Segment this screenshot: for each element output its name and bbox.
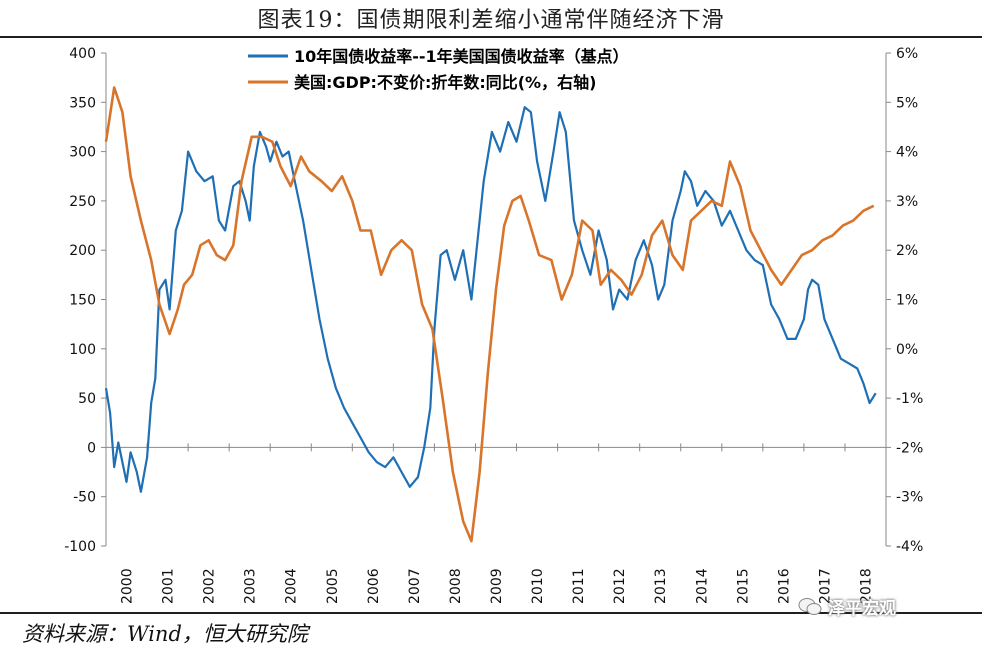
chart-lines	[104, 86, 877, 543]
right-tick-label: 3%	[896, 194, 918, 210]
right-tick-label: 2%	[896, 243, 918, 259]
left-tick-label: 300	[69, 145, 96, 161]
right-tick-label: -3%	[896, 490, 923, 506]
right-tick-label: -4%	[896, 539, 923, 555]
right-tick-label: 5%	[896, 95, 918, 111]
wechat-icon	[798, 597, 822, 615]
right-tick-label: -1%	[896, 391, 923, 407]
x-tick-label: 2017	[817, 568, 833, 604]
x-tick-label: 2012	[612, 568, 628, 604]
source-divider	[0, 612, 982, 614]
chart-legend: 10年国债收益率--1年美国国债收益率（基点） 美国:GDP:不变价:折年数:同…	[248, 47, 629, 92]
left-tick-label: 100	[69, 342, 96, 358]
legend-label-gdp: 美国:GDP:不变价:折年数:同比(%，右轴)	[294, 73, 596, 92]
left-tick-label: 400	[69, 46, 96, 62]
left-tick-label: 50	[78, 391, 96, 407]
left-tick-label: 0	[87, 440, 96, 456]
series-line-gdp	[104, 86, 875, 543]
right-tick-label: 4%	[896, 145, 918, 161]
x-tick-label: 2018	[858, 568, 874, 604]
x-tick-label: 2013	[653, 568, 669, 604]
source-note: 资料来源：Wind，恒大研究院	[22, 622, 308, 646]
left-tick-label: 200	[69, 243, 96, 259]
title-bar	[0, 0, 982, 38]
x-tick-label: 2002	[202, 568, 218, 604]
x-tick-label: 2008	[448, 568, 464, 604]
figure-title: 图表19：国债期限利差缩小通常伴随经济下滑	[257, 8, 725, 33]
chart: 400 350 300 250 200 150 100 50 0 -50 -100 6% 5% 4% 3% 2…	[64, 46, 923, 604]
x-tick-label: 2011	[571, 568, 587, 604]
x-tick-label: 2009	[489, 568, 505, 604]
legend-label-spread: 10年国债收益率--1年美国国债收益率（基点）	[294, 47, 629, 66]
series-line-spread	[104, 106, 877, 493]
x-tick-label: 2003	[243, 568, 259, 604]
x-tick-label: 2005	[325, 568, 341, 604]
x-tick-label: 2015	[735, 568, 751, 604]
left-tick-label: 150	[69, 293, 96, 309]
x-tick-label: 2000	[120, 568, 136, 604]
left-tick-label: -50	[73, 490, 96, 506]
left-tick-label: 350	[69, 95, 96, 111]
right-tick-label: 0%	[896, 342, 918, 358]
x-tick-label: 2014	[694, 568, 710, 604]
left-tick-label: -100	[64, 539, 96, 555]
x-tick-label: 2016	[776, 568, 792, 604]
x-tick-label: 2001	[161, 568, 177, 604]
watermark: 泽平宏观	[798, 594, 896, 619]
watermark-text: 泽平宏观	[828, 599, 896, 619]
right-tick-label: -2%	[896, 440, 923, 456]
left-tick-label: 250	[69, 194, 96, 210]
right-tick-label: 1%	[896, 293, 918, 309]
right-tick-label: 6%	[896, 46, 918, 62]
chart-axes: 400 350 300 250 200 150 100 50 0 -50 -100 6% 5% 4% 3% 2…	[64, 46, 923, 604]
x-tick-label: 2007	[407, 568, 423, 604]
x-tick-label: 2004	[284, 568, 300, 604]
x-tick-label: 2010	[530, 568, 546, 604]
x-tick-label: 2006	[366, 568, 382, 604]
